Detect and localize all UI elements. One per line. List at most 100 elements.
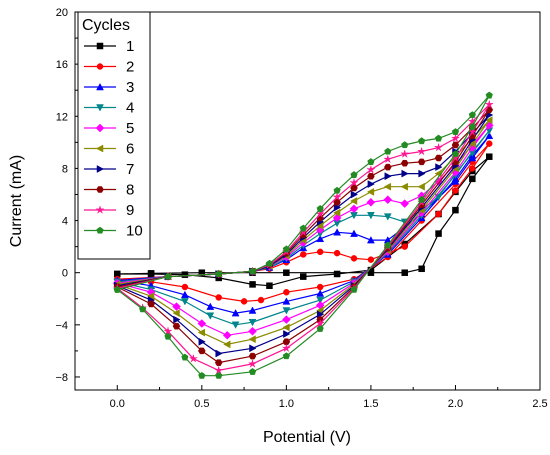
data-point (147, 300, 155, 308)
data-point (383, 154, 393, 164)
legend-item-1: 1 (84, 38, 134, 55)
data-point (384, 172, 392, 181)
data-point (333, 270, 341, 278)
data-point (231, 321, 240, 329)
data-point (452, 206, 459, 214)
data-point (113, 285, 121, 293)
x-tick-label: 1.5 (363, 398, 378, 410)
legend: Cycles 1 2 3 4 5 6 7 8 9 10 (77, 11, 151, 260)
legend-label: 10 (126, 223, 143, 240)
y-tick-label: −4 (55, 320, 68, 332)
data-point (197, 319, 207, 328)
legend-item-7: 7 (84, 161, 134, 178)
data-point (349, 177, 359, 187)
data-point (416, 146, 427, 156)
data-point (173, 315, 181, 324)
y-tick-label: 20 (56, 7, 68, 19)
data-point (248, 367, 257, 375)
data-point (417, 158, 426, 166)
legend-item-4: 4 (84, 100, 134, 117)
data-point (198, 269, 206, 276)
data-point (333, 203, 342, 212)
series-line (117, 130, 490, 326)
y-tick-label: 16 (56, 59, 68, 71)
legend-item-2: 2 (84, 59, 134, 76)
legend-label: 9 (126, 202, 134, 219)
x-axis-title: Potential (V) (263, 429, 351, 446)
data-point (366, 164, 376, 174)
y-tick-label: −8 (55, 372, 68, 384)
data-point (332, 192, 342, 202)
data-point (384, 163, 392, 171)
data-point (215, 270, 223, 278)
data-point (399, 149, 410, 159)
data-point (401, 243, 408, 250)
data-point (282, 315, 291, 324)
data-point (282, 338, 291, 346)
data-point (367, 158, 375, 165)
data-point (283, 269, 290, 276)
data-point (401, 269, 408, 276)
legend-marker (95, 205, 105, 214)
data-point (283, 288, 290, 296)
legend-marker (96, 186, 104, 193)
data-point (333, 186, 341, 194)
data-point (367, 172, 375, 180)
data-point (400, 182, 408, 191)
legend-marker (96, 42, 104, 50)
legend-label: 4 (126, 100, 134, 117)
data-point (181, 283, 189, 291)
data-point (383, 213, 392, 221)
data-point (198, 347, 206, 355)
data-point (450, 133, 461, 143)
data-point (172, 309, 180, 318)
data-point (282, 352, 290, 360)
legend-marker (96, 104, 104, 112)
y-tick-label: 12 (56, 111, 68, 123)
data-point (383, 182, 392, 191)
plot-area (74, 11, 541, 391)
data-point (188, 353, 199, 363)
data-point (450, 153, 461, 163)
data-point (213, 365, 224, 375)
data-point (223, 340, 231, 349)
data-point (383, 195, 393, 205)
data-point (367, 180, 375, 189)
data-point (299, 224, 307, 232)
data-point (282, 297, 291, 305)
data-point (316, 248, 324, 256)
data-point (400, 199, 410, 208)
data-point (265, 259, 274, 267)
data-point (485, 116, 493, 125)
legend-item-3: 3 (84, 79, 134, 96)
data-point (384, 147, 392, 155)
data-point (485, 131, 494, 140)
x-tick-label: 0.5 (194, 398, 209, 410)
data-point (418, 195, 426, 203)
legend-label: 6 (126, 141, 134, 158)
data-point (366, 236, 375, 244)
data-point (486, 140, 493, 147)
data-point (215, 294, 222, 301)
data-point (316, 234, 325, 243)
data-point (215, 349, 223, 358)
x-tick-label: 1.0 (279, 398, 294, 410)
data-point (418, 137, 426, 145)
x-tick-label: 0.0 (110, 398, 125, 410)
data-point (349, 197, 358, 205)
data-point (197, 328, 206, 337)
legend-box (77, 11, 151, 260)
data-point (282, 323, 290, 332)
data-point (206, 302, 215, 310)
data-point (257, 296, 265, 304)
legend-item-5: 5 (84, 120, 134, 137)
legend-label: 7 (126, 161, 134, 178)
data-point (164, 332, 172, 340)
data-point (486, 153, 493, 160)
data-point (350, 285, 358, 293)
data-point (350, 229, 358, 237)
data-point (350, 171, 358, 179)
legend-item-10: 10 (84, 223, 143, 240)
y-tick-label: 4 (62, 216, 68, 228)
